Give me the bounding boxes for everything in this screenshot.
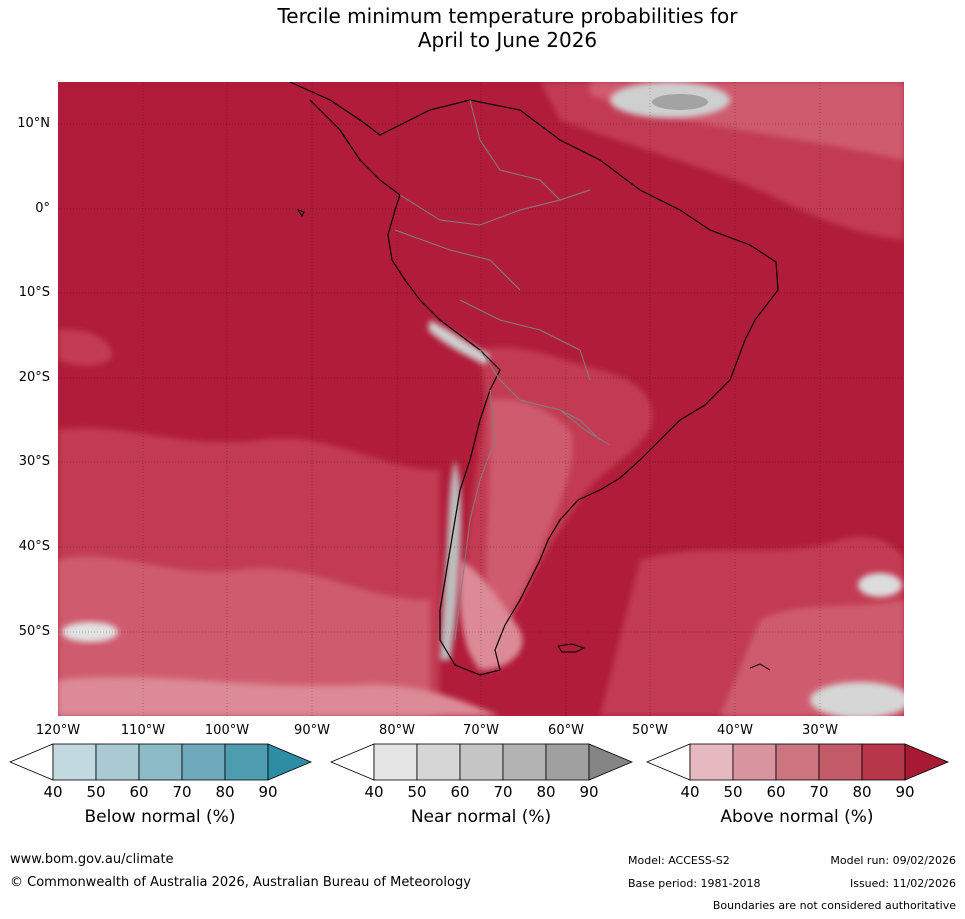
above-colorbar-segment bbox=[775, 743, 820, 781]
lat-label-30s: 30°S bbox=[18, 454, 50, 469]
country-borders bbox=[394, 99, 611, 641]
interior-70-region bbox=[486, 399, 573, 640]
above-colorbar-segment bbox=[861, 743, 906, 781]
issued-date: Issued: 11/02/2026 bbox=[849, 877, 956, 890]
below-colorbar-segment bbox=[138, 743, 183, 781]
near-colorbar-tick: 80 bbox=[536, 783, 556, 801]
lat-label-50s: 50°S bbox=[18, 624, 50, 639]
lat-label-0: 0° bbox=[35, 201, 50, 216]
lat-label-10s: 10°S bbox=[18, 285, 50, 300]
website-link[interactable]: www.bom.gov.au/climate bbox=[10, 852, 174, 867]
galapagos-islands bbox=[296, 209, 305, 217]
above-colorbar-tick: 40 bbox=[680, 783, 700, 801]
southeast-near-normal-patch bbox=[810, 682, 904, 716]
chart-title: Tercile minimum temperature probabilitie… bbox=[0, 4, 965, 52]
below-colorbar-tick: 60 bbox=[129, 783, 149, 801]
base-period: Base period: 1981-2018 bbox=[628, 877, 761, 890]
andes-near-normal-band bbox=[428, 320, 490, 365]
near-normal-label: Near normal (%) bbox=[410, 807, 552, 827]
model-info: Model: ACCESS-S2 bbox=[628, 854, 730, 867]
graticule bbox=[58, 82, 904, 716]
south-atlantic-near-normal-patch bbox=[858, 573, 902, 597]
lat-label-10n: 10°N bbox=[17, 116, 50, 131]
below-colorbar-max-arrow bbox=[267, 743, 313, 781]
below-colorbar-tick: 70 bbox=[172, 783, 192, 801]
lon-label-100w: 100°W bbox=[204, 723, 250, 738]
south-georgia bbox=[749, 663, 771, 671]
coastline bbox=[289, 82, 779, 676]
below-colorbar-tick: 90 bbox=[258, 783, 278, 801]
above-colorbar-tick: 80 bbox=[852, 783, 872, 801]
above-colorbar-tick: 60 bbox=[766, 783, 786, 801]
lat-label-40s: 40°S bbox=[18, 539, 50, 554]
above-colorbar-max-arrow bbox=[904, 743, 950, 781]
colorbars bbox=[8, 743, 950, 781]
pacific-80-patch bbox=[58, 329, 112, 366]
above-colorbar-min-arrow bbox=[645, 743, 691, 781]
near-colorbar-segment bbox=[416, 743, 461, 781]
lon-label-40w: 40°W bbox=[717, 723, 753, 738]
below-colorbar-segment bbox=[181, 743, 226, 781]
below-colorbar-segment bbox=[52, 743, 97, 781]
near-colorbar-max-arrow bbox=[588, 743, 634, 781]
above-normal-label: Above normal (%) bbox=[720, 807, 874, 827]
above-colorbar-segment bbox=[689, 743, 734, 781]
below-normal-label: Below normal (%) bbox=[84, 807, 236, 827]
near-colorbar-tick: 40 bbox=[364, 783, 384, 801]
south-pacific-near-normal-patch bbox=[62, 622, 118, 642]
falkland-islands bbox=[557, 643, 586, 653]
lon-label-120w: 120°W bbox=[35, 723, 81, 738]
near-colorbar-segment bbox=[459, 743, 504, 781]
south-ocean-60-band bbox=[58, 677, 500, 716]
below-colorbar-min-arrow bbox=[8, 743, 54, 781]
chile-near-normal-strip bbox=[440, 460, 462, 660]
lon-label-70w: 70°W bbox=[463, 723, 499, 738]
lon-label-90w: 90°W bbox=[294, 723, 330, 738]
above-colorbar-tick: 90 bbox=[895, 783, 915, 801]
below-colorbar-tick: 80 bbox=[215, 783, 235, 801]
title-line-2: April to June 2026 bbox=[417, 28, 598, 52]
copyright: © Commonwealth of Australia 2026, Austra… bbox=[10, 875, 471, 890]
lon-label-60w: 60°W bbox=[548, 723, 584, 738]
south-ocean-70-band bbox=[58, 556, 430, 716]
probability-field bbox=[58, 82, 904, 716]
boundary-disclaimer: Boundaries are not considered authoritat… bbox=[712, 899, 956, 912]
above-colorbar-segment bbox=[818, 743, 863, 781]
above-colorbar-segment bbox=[732, 743, 777, 781]
below-colorbar-tick: 50 bbox=[86, 783, 106, 801]
near-colorbar-tick: 90 bbox=[579, 783, 599, 801]
atlantic-near-normal-core bbox=[652, 94, 708, 110]
model-run: Model run: 09/02/2026 bbox=[830, 854, 956, 867]
above-colorbar-tick: 70 bbox=[809, 783, 829, 801]
below-colorbar-segment bbox=[95, 743, 140, 781]
near-colorbar-tick: 70 bbox=[493, 783, 513, 801]
near-colorbar-segment bbox=[373, 743, 418, 781]
near-colorbar-segment bbox=[502, 743, 547, 781]
near-colorbar-min-arrow bbox=[329, 743, 375, 781]
above-colorbar-tick: 50 bbox=[723, 783, 743, 801]
lon-label-30w: 30°W bbox=[802, 723, 838, 738]
lon-label-110w: 110°W bbox=[120, 723, 166, 738]
below-colorbar-segment bbox=[224, 743, 269, 781]
patagonia-60-region bbox=[459, 560, 523, 670]
lon-label-80w: 80°W bbox=[379, 723, 415, 738]
near-colorbar-tick: 60 bbox=[450, 783, 470, 801]
title-line-1: Tercile minimum temperature probabilitie… bbox=[277, 4, 738, 28]
lat-label-20s: 20°S bbox=[18, 370, 50, 385]
lon-label-50w: 50°W bbox=[632, 723, 668, 738]
near-colorbar-segment bbox=[545, 743, 590, 781]
near-colorbar-tick: 50 bbox=[407, 783, 427, 801]
below-colorbar-tick: 40 bbox=[43, 783, 63, 801]
